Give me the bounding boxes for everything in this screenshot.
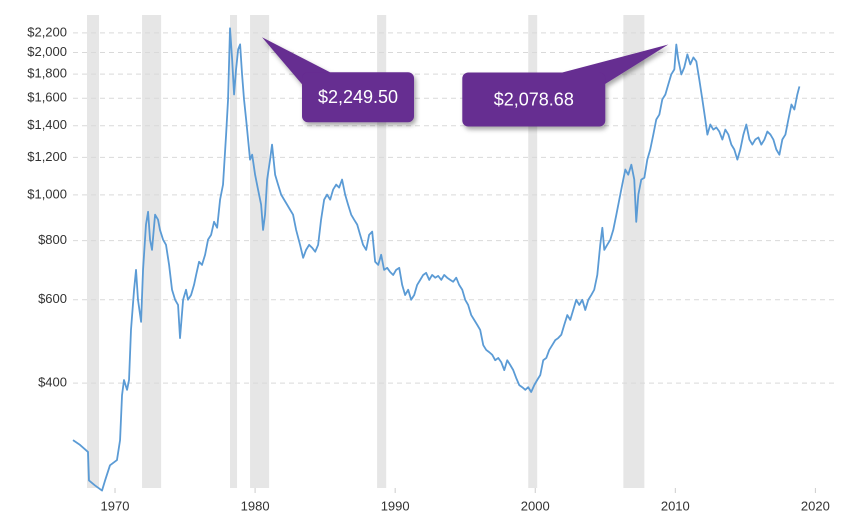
- y-tick-label: $600: [38, 291, 67, 306]
- callout-label: $2,078.68: [494, 89, 574, 109]
- callout-box: [462, 72, 606, 127]
- shaded-band: [528, 15, 538, 488]
- shaded-band: [142, 15, 162, 488]
- callout: [262, 37, 415, 123]
- y-tick-label: $1,800: [27, 66, 67, 81]
- y-tick-label: $800: [38, 232, 67, 247]
- x-tick-label: 1970: [101, 498, 130, 513]
- callout-box: [302, 72, 415, 123]
- shaded-band: [250, 15, 270, 488]
- y-tick-label: $2,000: [27, 44, 67, 59]
- callout: [462, 44, 669, 127]
- x-tick-label: 2010: [661, 498, 690, 513]
- shaded-band: [623, 15, 645, 488]
- x-tick-label: 2000: [521, 498, 550, 513]
- y-tick-label: $1,600: [27, 90, 67, 105]
- x-tick-label: 1990: [381, 498, 410, 513]
- x-tick-label: 2020: [801, 498, 830, 513]
- y-tick-label: $1,200: [27, 149, 67, 164]
- callout-label: $2,249.50: [318, 87, 398, 107]
- y-tick-label: $400: [38, 375, 67, 390]
- shaded-band: [87, 15, 100, 488]
- shaded-band: [377, 15, 387, 488]
- shaded-band: [230, 15, 238, 488]
- y-tick-label: $2,200: [27, 24, 67, 39]
- y-tick-label: $1,000: [27, 186, 67, 201]
- price-line: [72, 27, 801, 492]
- x-tick-label: 1980: [241, 498, 270, 513]
- y-tick-label: $1,400: [27, 117, 67, 132]
